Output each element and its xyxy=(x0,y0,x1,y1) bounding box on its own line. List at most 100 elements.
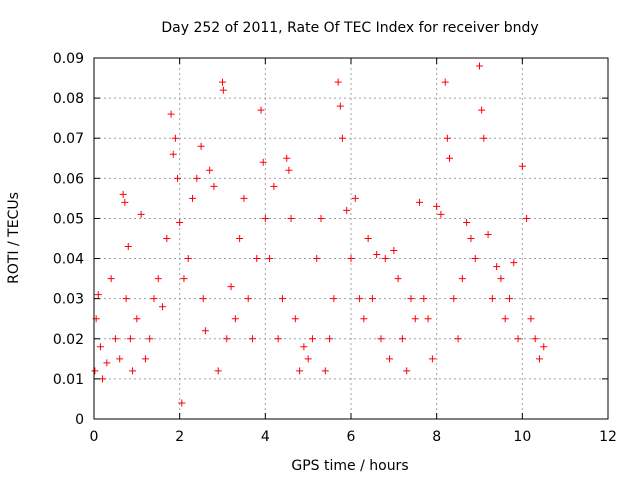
data-point xyxy=(176,218,184,226)
data-point xyxy=(527,315,535,323)
data-point xyxy=(119,190,127,198)
data-point xyxy=(167,110,175,118)
x-tick-label: 8 xyxy=(432,429,441,445)
data-point xyxy=(116,355,124,363)
y-tick-label: 0.09 xyxy=(53,51,84,67)
data-point xyxy=(368,295,376,303)
data-point xyxy=(253,255,261,263)
y-tick-label: 0.06 xyxy=(53,171,84,187)
data-point xyxy=(210,182,218,190)
data-point xyxy=(403,367,411,375)
data-point xyxy=(390,247,398,255)
data-point xyxy=(514,335,522,343)
x-tick-label: 10 xyxy=(513,429,531,445)
data-point xyxy=(193,174,201,182)
data-point xyxy=(278,295,286,303)
data-point xyxy=(291,315,299,323)
data-point xyxy=(240,194,248,202)
y-tick-label: 0.05 xyxy=(53,211,84,227)
data-point xyxy=(94,291,102,299)
data-point xyxy=(386,355,394,363)
data-point xyxy=(433,202,441,210)
data-point xyxy=(523,214,531,222)
data-point xyxy=(129,367,137,375)
data-point xyxy=(394,275,402,283)
data-point xyxy=(437,210,445,218)
data-point xyxy=(424,315,432,323)
data-point xyxy=(124,243,132,251)
data-point xyxy=(174,174,182,182)
data-point xyxy=(178,399,186,407)
data-point xyxy=(285,166,293,174)
y-tick-label: 0.02 xyxy=(53,332,84,348)
x-tick-label: 12 xyxy=(599,429,617,445)
data-point xyxy=(308,335,316,343)
data-point xyxy=(398,335,406,343)
data-point xyxy=(199,295,207,303)
data-point xyxy=(219,86,227,94)
data-point xyxy=(467,235,475,242)
data-point xyxy=(510,259,518,267)
data-point xyxy=(163,235,171,242)
x-tick-label: 2 xyxy=(175,429,184,445)
data-point xyxy=(261,214,269,222)
data-point xyxy=(497,275,505,283)
data-point xyxy=(356,295,364,303)
data-point xyxy=(248,335,256,343)
data-point xyxy=(347,255,355,263)
data-point xyxy=(381,255,389,263)
data-point xyxy=(159,303,167,311)
data-point xyxy=(227,283,235,291)
data-point xyxy=(531,335,539,343)
data-point xyxy=(377,335,385,343)
data-point xyxy=(197,142,205,150)
x-axis-label: GPS time / hours xyxy=(291,458,408,474)
data-point xyxy=(535,355,543,363)
data-point xyxy=(454,335,462,343)
y-axis-label: ROTI / TECUs xyxy=(6,192,22,284)
data-point xyxy=(364,235,372,242)
x-tick-label: 0 xyxy=(90,429,99,445)
x-tick-label: 6 xyxy=(347,429,356,445)
data-point xyxy=(274,335,282,343)
data-point xyxy=(501,315,509,323)
data-point xyxy=(270,182,278,190)
data-point xyxy=(351,194,359,202)
data-point xyxy=(133,315,141,323)
data-point xyxy=(231,315,239,323)
data-point xyxy=(244,295,252,303)
data-point xyxy=(416,198,424,206)
data-point xyxy=(518,162,526,170)
data-point xyxy=(338,134,346,142)
y-tick-label: 0.07 xyxy=(53,131,84,147)
data-point xyxy=(214,367,222,375)
y-tick-label: 0.01 xyxy=(53,372,84,388)
data-point xyxy=(304,355,312,363)
data-point xyxy=(420,295,428,303)
data-point xyxy=(99,375,107,383)
data-point xyxy=(343,206,351,214)
data-point xyxy=(330,295,338,303)
data-point xyxy=(463,218,471,226)
data-point xyxy=(300,343,308,351)
data-point xyxy=(154,275,162,283)
data-point xyxy=(334,78,342,86)
data-point xyxy=(107,275,115,283)
data-point xyxy=(266,255,274,263)
data-point xyxy=(360,315,368,323)
data-point xyxy=(505,295,513,303)
data-point xyxy=(476,62,483,70)
data-point xyxy=(484,230,492,238)
data-point xyxy=(259,158,267,166)
data-point xyxy=(373,251,381,259)
data-point xyxy=(146,335,154,343)
data-point xyxy=(428,355,436,363)
data-point xyxy=(321,367,329,375)
data-point xyxy=(137,210,145,218)
data-point xyxy=(103,359,111,367)
data-point xyxy=(283,154,291,162)
data-point xyxy=(171,134,179,142)
y-tick-label: 0.08 xyxy=(53,91,84,107)
data-point xyxy=(257,106,265,114)
